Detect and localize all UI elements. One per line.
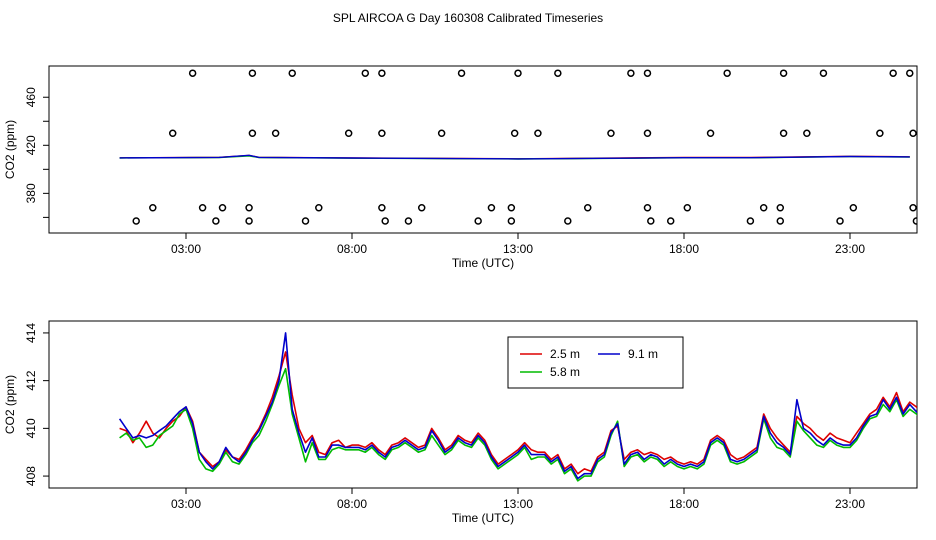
calibration-point xyxy=(514,69,522,77)
legend-label: 5.8 m xyxy=(550,365,580,379)
x-tick-label: 03:00 xyxy=(171,242,201,256)
calibration-point xyxy=(378,129,386,138)
series-line-5-8-m xyxy=(119,367,917,482)
calibration-point xyxy=(723,69,731,77)
calibration-point xyxy=(683,204,692,212)
x-tick-label: 18:00 xyxy=(669,497,699,511)
y-tick-label: 414 xyxy=(24,323,38,343)
calibration-point xyxy=(218,204,227,212)
calibration-point xyxy=(245,204,253,212)
series-line-2-5-m xyxy=(119,351,917,475)
series-group xyxy=(119,69,917,225)
top-panel: 03:00 08:00 13:00 18:00 23:00 380 420 460 Time (… xyxy=(3,65,918,270)
x-tick-label: 08:00 xyxy=(337,497,367,511)
x-tick-label: 23:00 xyxy=(835,242,865,256)
calibration-point xyxy=(779,129,788,138)
x-tick-label: 23:00 xyxy=(835,497,865,511)
calibration-point xyxy=(510,129,519,138)
calibration-point xyxy=(906,69,914,77)
calibration-point xyxy=(248,69,257,77)
plot-frame xyxy=(48,320,918,489)
calibration-point xyxy=(457,69,466,77)
bottom-panel: 03:00 08:00 13:00 18:00 23:00 408 410 412 414 Tim… xyxy=(3,320,918,525)
calibration-point xyxy=(912,217,917,225)
calibration-point xyxy=(344,129,353,138)
calibration-point xyxy=(909,204,917,212)
calibration-point xyxy=(666,217,675,225)
figure-title: SPL AIRCOA G Day 160308 Calibrated Times… xyxy=(333,11,603,25)
calibration-point xyxy=(889,69,897,77)
y-tick-label: 460 xyxy=(24,87,38,107)
calibration-point xyxy=(361,69,370,77)
calibration-point xyxy=(583,204,592,212)
y-tick-label: 380 xyxy=(24,183,38,203)
calibration-point xyxy=(759,204,768,212)
calibration-point xyxy=(271,129,280,138)
calibration-point xyxy=(381,217,389,225)
y-axis-label: CO2 (ppm) xyxy=(3,120,17,179)
calibration-point xyxy=(188,69,197,77)
y-tick-label: 410 xyxy=(24,418,38,438)
calibration-point xyxy=(564,217,572,225)
calibration-point xyxy=(168,129,177,138)
calibration-point xyxy=(849,204,858,212)
calibration-point xyxy=(627,69,635,77)
calibration-point xyxy=(746,217,755,225)
legend-label: 2.5 m xyxy=(550,347,580,361)
calibration-point xyxy=(149,204,157,212)
calibration-point xyxy=(507,217,516,225)
series-line-9-1-m xyxy=(119,154,910,160)
calibration-point xyxy=(643,204,652,212)
calibration-point xyxy=(554,69,562,77)
calibration-point xyxy=(643,69,652,77)
calibration-point xyxy=(474,217,482,225)
series-group xyxy=(118,332,917,482)
calibration-point xyxy=(776,217,785,225)
x-tick-label: 13:00 xyxy=(503,497,533,511)
plot-frame xyxy=(48,65,918,234)
y-axis-label: CO2 (ppm) xyxy=(3,375,17,434)
calibration-point xyxy=(404,217,413,225)
series-line-9-1-m xyxy=(118,332,917,480)
x-tick-label: 03:00 xyxy=(171,497,201,511)
legend-label: 9.1 m xyxy=(628,347,658,361)
calibration-point xyxy=(909,129,917,138)
calibration-point xyxy=(437,129,446,138)
calibration-point xyxy=(876,129,884,138)
y-tick-label: 420 xyxy=(24,135,38,155)
calibration-point xyxy=(507,204,516,212)
calibration-point xyxy=(132,217,140,225)
calibration-point xyxy=(378,69,386,77)
calibration-point xyxy=(706,129,715,138)
x-axis-label: Time (UTC) xyxy=(452,256,514,270)
calibration-point xyxy=(779,69,788,77)
legend: 2.5 m 9.1 m 5.8 m xyxy=(507,336,684,389)
x-axis-label: Time (UTC) xyxy=(452,511,514,525)
calibration-point xyxy=(643,129,652,138)
x-tick-label: 08:00 xyxy=(337,242,367,256)
calibration-point xyxy=(836,217,844,225)
calibration-point xyxy=(819,69,828,77)
y-tick-label: 408 xyxy=(24,466,38,486)
calibration-point xyxy=(647,217,655,225)
calibration-point xyxy=(198,204,207,212)
calibration-point xyxy=(487,204,496,212)
calibration-point xyxy=(301,217,310,225)
calibration-point xyxy=(212,217,220,225)
legend-box xyxy=(507,336,684,389)
calibration-point xyxy=(607,129,615,138)
calibration-point xyxy=(245,217,253,225)
y-tick-label: 412 xyxy=(24,370,38,390)
x-tick-label: 13:00 xyxy=(503,242,533,256)
calibration-point xyxy=(803,129,811,138)
calibration-point xyxy=(288,69,296,77)
calibration-point xyxy=(378,204,386,212)
calibration-point xyxy=(315,204,323,212)
calibration-point xyxy=(776,204,785,212)
x-tick-label: 18:00 xyxy=(669,242,699,256)
calibration-point xyxy=(534,129,542,138)
calibration-point xyxy=(248,129,257,138)
calibration-point xyxy=(417,204,426,212)
